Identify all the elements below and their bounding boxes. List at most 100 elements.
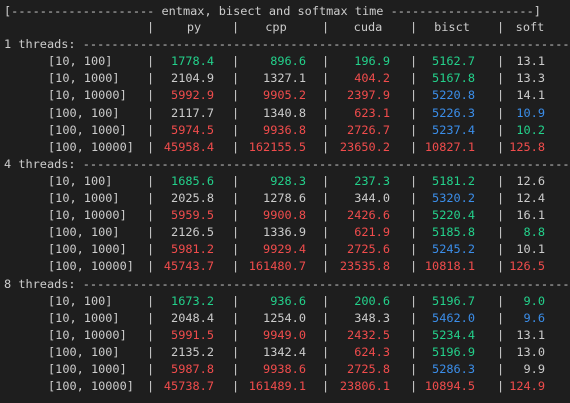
- column-separator: |: [147, 362, 155, 376]
- table-cell-bisct: 5226.3: [432, 105, 475, 120]
- table-cell-cuda: 621.9: [354, 225, 390, 240]
- table-cell-bisct: 5237.4: [432, 122, 475, 137]
- column-separator: |: [497, 310, 505, 325]
- table-cell-soft: 9.9: [523, 362, 545, 376]
- column-separator: |: [232, 191, 240, 205]
- column-header-cpp: cpp: [265, 20, 287, 34]
- table-cell-cuda: 23535.8: [339, 259, 390, 274]
- table-cell-py: 5959.5: [171, 208, 214, 223]
- table-cell-cpp: 936.6: [270, 293, 306, 308]
- column-separator: |: [232, 225, 240, 240]
- column-separator: |: [322, 105, 330, 120]
- row-label: [10, 100]: [48, 54, 113, 69]
- column-separator: |: [322, 88, 330, 103]
- row-label: [10, 100]: [48, 293, 113, 308]
- table-cell-cuda: 200.6: [354, 293, 390, 308]
- table-cell-bisct: 10894.5: [424, 379, 475, 394]
- column-separator: |: [497, 139, 505, 154]
- column-separator: |: [322, 173, 330, 188]
- thread-group-label: 8 threads: -----------------------------…: [4, 276, 570, 291]
- row-label: [10, 1000]: [48, 310, 120, 325]
- column-separator: |: [410, 20, 418, 34]
- column-separator: |: [410, 225, 418, 240]
- table-cell-cuda: 2725.6: [347, 242, 390, 257]
- table-cell-bisct: 5185.8: [432, 225, 475, 240]
- column-separator: |: [322, 20, 330, 34]
- table-cell-bisct: 5167.8: [432, 71, 475, 86]
- column-separator: |: [322, 225, 330, 240]
- table-cell-bisct: 5220.4: [432, 208, 475, 223]
- table-cell-bisct: 5181.2: [432, 173, 475, 188]
- column-separator: |: [147, 191, 155, 205]
- row-label: [10, 1000]: [48, 71, 120, 86]
- column-separator: |: [410, 105, 418, 120]
- column-separator: |: [147, 208, 155, 223]
- row-label: [100, 10000]: [48, 259, 134, 274]
- table-cell-soft: 13.0: [516, 344, 545, 359]
- table-cell-py: 45958.4: [163, 139, 214, 154]
- column-header-py: py: [186, 20, 202, 34]
- table-cell-py: 5987.8: [171, 362, 214, 376]
- table-cell-cpp: 9949.0: [263, 327, 306, 342]
- column-header-soft: soft: [515, 20, 545, 34]
- table-cell-bisct: 5196.9: [432, 344, 475, 359]
- table-cell-soft: 16.1: [516, 208, 545, 223]
- table-cell-soft: 10.9: [516, 105, 545, 120]
- column-separator: |: [497, 362, 505, 376]
- row-label: [100, 100]: [48, 225, 120, 240]
- column-separator: |: [410, 54, 418, 69]
- column-separator: |: [410, 344, 418, 359]
- table-cell-soft: 13.1: [516, 327, 545, 342]
- table-cell-soft: 8.8: [523, 225, 545, 240]
- column-separator: |: [497, 293, 505, 308]
- column-separator: |: [147, 379, 155, 394]
- column-separator: |: [232, 293, 240, 308]
- table-cell-soft: 13.1: [516, 54, 545, 69]
- table-cell-bisct: 5320.2: [432, 191, 475, 205]
- column-separator: |: [497, 242, 505, 257]
- table-cell-soft: 13.3: [516, 71, 545, 86]
- column-separator: |: [410, 173, 418, 188]
- column-separator: |: [322, 310, 330, 325]
- table-cell-cpp: 9905.2: [263, 88, 306, 103]
- column-separator: |: [232, 20, 240, 34]
- table-cell-bisct: 5196.7: [432, 293, 475, 308]
- table-cell-soft: 12.4: [516, 191, 545, 205]
- row-label: [100, 10000]: [48, 379, 134, 394]
- table-cell-bisct: 5220.8: [432, 88, 475, 103]
- column-separator: |: [232, 122, 240, 137]
- table-cell-cpp: 9900.8: [263, 208, 306, 223]
- table-cell-bisct: 10827.1: [424, 139, 475, 154]
- column-separator: |: [322, 293, 330, 308]
- column-separator: |: [232, 310, 240, 325]
- table-cell-py: 2135.2: [171, 344, 214, 359]
- table-cell-cuda: 2725.8: [347, 362, 390, 376]
- table-cell-soft: 10.2: [516, 122, 545, 137]
- table-cell-cuda: 237.3: [354, 173, 390, 188]
- column-separator: |: [232, 379, 240, 394]
- column-separator: |: [147, 225, 155, 240]
- column-separator: |: [410, 88, 418, 103]
- table-cell-py: 5974.5: [171, 122, 214, 137]
- table-cell-soft: 126.5: [509, 259, 545, 274]
- row-label: [100, 1000]: [48, 362, 127, 376]
- top-partial-line: ........................................…: [4, 0, 570, 5]
- table-cell-soft: 10.1: [516, 242, 545, 257]
- table-cell-py: 45743.7: [163, 259, 214, 274]
- column-separator: |: [322, 71, 330, 86]
- row-label: [100, 100]: [48, 344, 120, 359]
- row-label: [10, 10000]: [48, 88, 127, 103]
- table-cell-cuda: 2397.9: [347, 88, 390, 103]
- column-separator: |: [410, 139, 418, 154]
- column-separator: |: [410, 122, 418, 137]
- column-separator: |: [232, 362, 240, 376]
- table-cell-py: 5981.2: [171, 242, 214, 257]
- table-cell-py: 1778.4: [171, 54, 214, 69]
- column-separator: |: [147, 54, 155, 69]
- column-separator: |: [410, 379, 418, 394]
- table-cell-bisct: 5245.2: [432, 242, 475, 257]
- table-cell-soft: 14.1: [516, 88, 545, 103]
- row-label: [100, 100]: [48, 105, 120, 120]
- column-separator: |: [497, 208, 505, 223]
